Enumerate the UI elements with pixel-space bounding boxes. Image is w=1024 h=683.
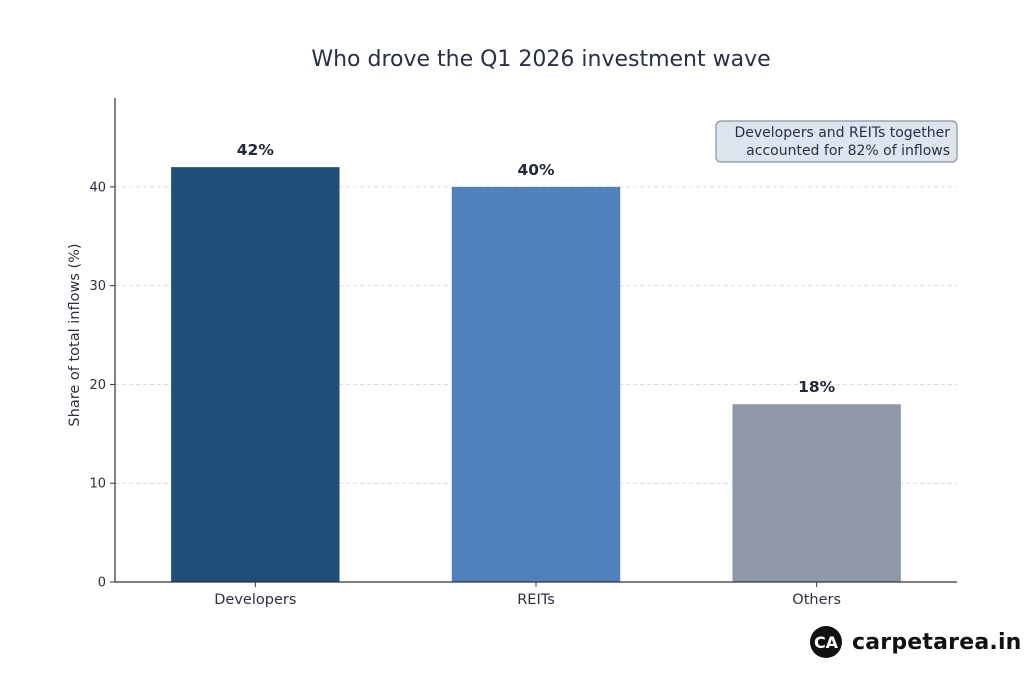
data-label: 18% [798, 378, 836, 396]
data-label: 40% [517, 161, 555, 179]
brand-name: carpetarea.in [852, 629, 1022, 655]
annotation-box: Developers and REITs together accounted … [715, 120, 958, 163]
x-tick-label: REITs [517, 592, 555, 608]
y-tick-label: 40 [89, 180, 106, 195]
carpetarea-logo-icon: CA [810, 626, 842, 658]
data-labels: 42% 40% 18% [237, 141, 836, 396]
y-tick-label: 30 [89, 279, 106, 294]
x-tick-label: Developers [214, 592, 296, 608]
x-tick-label: Others [792, 592, 841, 608]
bar-reits [451, 186, 621, 583]
y-tick-label: 0 [98, 576, 106, 591]
y-axis-ticks: 0 10 20 30 40 [89, 180, 115, 591]
brand-watermark: CA carpetarea.in [810, 626, 1022, 658]
annotation-background [715, 120, 958, 163]
y-tick-label: 20 [89, 378, 106, 393]
annotation-line-1: Developers and REITs together [734, 125, 950, 141]
annotation-line-2: accounted for 82% of inflows [746, 143, 950, 159]
y-tick-label: 10 [89, 477, 106, 492]
bars [171, 167, 901, 583]
bar-others [732, 404, 901, 582]
chart-title: Who drove the Q1 2026 investment wave [311, 47, 770, 72]
bar-developers [171, 167, 340, 582]
x-axis-ticks: Developers REITs Others [214, 582, 841, 608]
data-label: 42% [237, 141, 275, 159]
y-axis-label: Share of total inflows (%) [67, 243, 83, 426]
